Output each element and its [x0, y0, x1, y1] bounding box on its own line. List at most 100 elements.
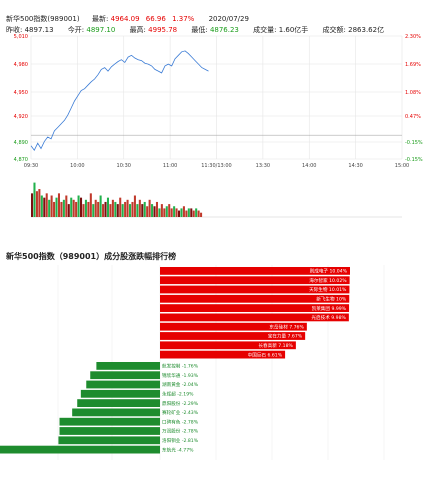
index-name: 新华500指数(989001) — [6, 15, 80, 23]
gainer-label: 海尔智家 10.02% — [309, 277, 347, 284]
gainer-bar — [160, 294, 350, 303]
volume-bar — [38, 189, 41, 217]
volume-bar — [106, 197, 109, 217]
volume-bar — [165, 206, 168, 217]
volume-bar — [148, 199, 151, 217]
volume-bar — [99, 195, 102, 217]
volume-bar — [160, 204, 163, 217]
high-label: 最高: — [129, 26, 146, 34]
volume-bar — [50, 195, 53, 217]
quote-date: 2020/07/29 — [208, 15, 249, 23]
volume-bar — [48, 199, 51, 217]
loser-label: 鼎阳股份 -2.29% — [162, 400, 199, 407]
gainer-label: 天际生物 10.01% — [309, 286, 347, 293]
y-tick-right: 1.69% — [405, 62, 421, 68]
volume-bar — [182, 206, 185, 217]
gainer-label: 光启技术 9.98% — [311, 314, 346, 321]
loser-bar — [80, 389, 160, 398]
volume-bar — [187, 208, 190, 217]
volume-bar — [55, 197, 58, 217]
price-line — [30, 50, 209, 151]
volume-bar — [57, 193, 60, 217]
volume-bar — [114, 201, 117, 217]
volume-bar — [40, 195, 43, 217]
gainer-bar — [160, 267, 350, 275]
gainer-bar — [160, 285, 350, 294]
gainer-label: 中国巨石 6.61% — [248, 351, 283, 358]
volume-bar — [185, 210, 188, 217]
y-tick-left: 4,890 — [14, 140, 28, 146]
volume-bar — [72, 199, 75, 217]
gainer-bar — [160, 313, 349, 322]
volume-bar — [151, 204, 154, 217]
gainer-label: 东岳硅材 7.76% — [269, 323, 304, 330]
prev-close-label: 昨收: — [6, 26, 23, 34]
volume-bar — [33, 182, 36, 217]
gainer-bar — [160, 304, 350, 312]
volume-bar — [197, 210, 200, 217]
volume-bar — [62, 199, 65, 217]
volume-bar — [43, 197, 46, 217]
loser-label: 湖南黄金 -2.04% — [162, 381, 199, 388]
loser-label: 锦欣华通 -1.93% — [162, 372, 199, 379]
volume-bar — [109, 204, 112, 217]
volume-bar — [131, 201, 134, 217]
x-tick: 10:30 — [117, 163, 131, 169]
latest-label: 最新: — [92, 15, 109, 23]
volume-bar — [31, 193, 34, 217]
change-pct: 1.37% — [172, 15, 195, 23]
loser-bar — [59, 417, 161, 426]
volume-bar — [146, 206, 149, 217]
prev-close-value: 4897.13 — [24, 26, 54, 34]
y-tick-left: 4,980 — [14, 62, 28, 68]
volume-bar — [84, 199, 87, 217]
volume-bar — [121, 204, 124, 217]
ranking-chart: 则成电子 10.04% 海尔智家 10.02% 天际生物 10.01% 新飞生物 10… — [0, 265, 385, 460]
volume-bar — [153, 206, 156, 217]
gainer-label: 宝在力量 7.67% — [268, 333, 303, 340]
volume-bar — [178, 210, 181, 217]
y-tick-left: 4,950 — [14, 90, 28, 96]
volume-bar — [53, 201, 56, 217]
volume-bar — [45, 193, 48, 217]
high-value: 4995.78 — [148, 26, 178, 34]
loser-label: 万润股份 -2.78% — [162, 428, 199, 435]
quote-header-row-2: 昨收: 4897.13 今开: 4897.10 最高: 4995.78 最低: … — [6, 25, 384, 35]
gainer-bar — [160, 341, 296, 350]
gainer-label: 则成电子 10.04% — [310, 268, 348, 275]
loser-bar — [58, 436, 160, 445]
volume-bar — [190, 208, 193, 217]
gainer-bar — [160, 322, 307, 331]
gainer-label: 长春高新 7.18% — [258, 342, 293, 349]
low-label: 最低: — [191, 26, 208, 34]
y-tick-right: 1.08% — [405, 90, 421, 96]
open-label: 今开: — [67, 26, 85, 34]
amount-label: 成交额: — [322, 26, 346, 34]
volume-bar — [102, 204, 105, 217]
volume-bar — [89, 193, 92, 217]
volume-bar — [80, 197, 83, 217]
volume-bar — [82, 204, 85, 217]
y-tick-right: 0.47% — [405, 114, 421, 120]
volume-bar — [94, 199, 97, 217]
volume-bar — [170, 208, 173, 217]
x-tick: 13:30 — [256, 163, 270, 169]
volume-bar — [175, 208, 178, 217]
volume-bar — [35, 191, 38, 217]
volume-bar — [173, 206, 176, 217]
volume-bar — [92, 204, 95, 217]
loser-bar — [77, 399, 160, 407]
volume-bar — [77, 195, 80, 217]
volume-bar — [138, 199, 141, 217]
open-value: 4897.10 — [86, 26, 116, 34]
x-tick: 14:00 — [302, 163, 316, 169]
loser-bar — [90, 371, 160, 380]
gainer-bar — [160, 332, 306, 340]
volume-bar — [192, 210, 195, 217]
gainer-bar — [160, 276, 350, 285]
loser-label: 东航光 -4.77% — [162, 446, 194, 453]
volume-bar — [163, 208, 166, 217]
volume-bar — [116, 204, 119, 217]
volume-bar — [75, 201, 78, 217]
volume-bar — [111, 199, 114, 217]
